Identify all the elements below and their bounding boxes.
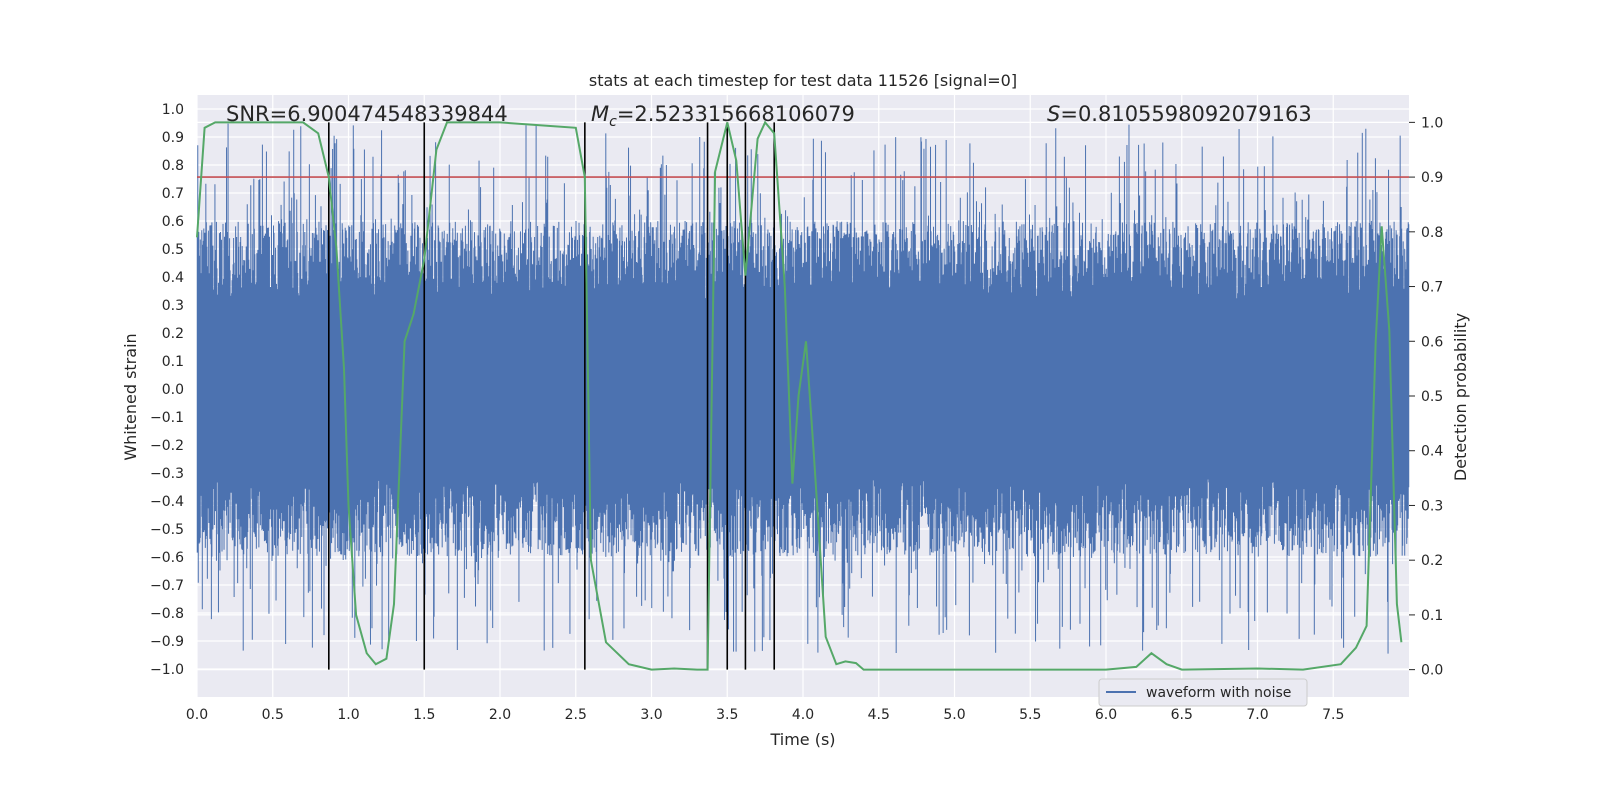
right-tick-label: 0.4 <box>1421 444 1443 460</box>
right-tick-label: 0.8 <box>1421 225 1443 241</box>
legend-label: waveform with noise <box>1146 685 1291 701</box>
x-tick-label: 7.0 <box>1246 707 1268 723</box>
waveform-series <box>196 123 1410 654</box>
left-tick-label: 0.0 <box>162 382 184 398</box>
right-tick-label: 0.1 <box>1421 608 1443 624</box>
left-tick-label: 0.1 <box>162 354 184 370</box>
x-tick-label: 4.5 <box>868 707 890 723</box>
x-tick-label: 1.0 <box>337 707 359 723</box>
right-tick-label: 0.7 <box>1421 280 1443 296</box>
left-tick-label: 0.6 <box>162 214 184 230</box>
left-axis-label: Whitened strain <box>121 333 140 460</box>
x-tick-label: 0.5 <box>262 707 284 723</box>
right-tick-label: 0.3 <box>1421 498 1443 514</box>
left-tick-label: 0.4 <box>162 270 184 286</box>
left-tick-label: −0.6 <box>150 550 184 566</box>
x-tick-label: 5.5 <box>1019 707 1041 723</box>
left-tick-label: −0.2 <box>150 438 184 454</box>
x-tick-label: 3.0 <box>640 707 662 723</box>
legend: waveform with noise <box>1098 678 1308 707</box>
mc-value: =2.523315668106079 <box>617 102 855 126</box>
mc-subscript: c <box>609 114 617 130</box>
x-tick-label: 5.0 <box>943 707 965 723</box>
probability-series <box>196 120 1403 671</box>
left-tick-label: 0.9 <box>162 130 184 146</box>
x-tick-label: 2.0 <box>489 707 511 723</box>
left-tick-label: 0.5 <box>162 242 184 258</box>
right-tick-label: 1.0 <box>1421 115 1443 131</box>
x-axis-ticks: 0.0 0.5 1.0 1.5 2.0 2.5 3.0 3.5 4.0 4.5 5.0 5.5 6.0 6… <box>186 707 1345 723</box>
mc-symbol: M <box>591 102 609 126</box>
right-axis-label: Detection probability <box>1451 313 1470 481</box>
x-tick-label: 7.5 <box>1322 707 1344 723</box>
x-tick-label: 2.5 <box>565 707 587 723</box>
left-tick-label: 0.3 <box>162 298 184 314</box>
s-value: =0.8105598092079163 <box>1060 102 1311 126</box>
right-tick-label: 0.5 <box>1421 389 1443 405</box>
x-axis-label: Time (s) <box>769 730 835 749</box>
x-tick-label: 0.0 <box>186 707 208 723</box>
left-tick-label: 0.8 <box>162 158 184 174</box>
left-tick-label: −0.1 <box>150 410 184 426</box>
left-tick-label: −0.5 <box>150 522 184 538</box>
left-axis-ticks: 1.0 0.9 0.8 0.7 0.6 0.5 0.4 0.3 0.2 0.1 0.0 −0.1 −0.… <box>150 102 184 678</box>
snr-annotation: SNR=6.900474548339844 <box>226 102 508 126</box>
legend-box <box>1098 678 1308 707</box>
waveform-trace <box>196 123 1410 654</box>
right-tick-label: 0.9 <box>1421 170 1443 186</box>
mc-annotation: Mc=2.523315668106079 <box>591 102 855 130</box>
left-tick-label: −0.8 <box>150 606 184 622</box>
right-axis-ticks: 1.0 0.9 0.8 0.7 0.6 0.5 0.4 0.3 0.2 0.1 0.0 <box>1409 115 1443 679</box>
right-tick-label: 0.2 <box>1421 553 1443 569</box>
s-symbol: S <box>1047 102 1060 126</box>
left-tick-label: −0.9 <box>150 634 184 650</box>
left-tick-label: 0.2 <box>162 326 184 342</box>
right-tick-label: 0.6 <box>1421 334 1443 350</box>
left-tick-label: −0.3 <box>150 466 184 482</box>
s-annotation: S=0.8105598092079163 <box>1047 102 1312 126</box>
x-tick-label: 4.0 <box>792 707 814 723</box>
left-tick-label: 1.0 <box>162 102 184 118</box>
x-tick-label: 3.5 <box>716 707 738 723</box>
left-tick-label: −0.4 <box>150 494 184 510</box>
left-tick-label: −0.7 <box>150 578 184 594</box>
chart-title: stats at each timestep for test data 115… <box>589 71 1017 90</box>
vertical-markers <box>328 122 776 670</box>
right-tick-label: 0.0 <box>1421 663 1443 679</box>
x-tick-label: 1.5 <box>413 707 435 723</box>
left-tick-label: −1.0 <box>150 662 184 678</box>
x-tick-label: 6.5 <box>1171 707 1193 723</box>
x-tick-label: 6.0 <box>1095 707 1117 723</box>
probability-line <box>196 120 1403 671</box>
left-tick-label: 0.7 <box>162 186 184 202</box>
